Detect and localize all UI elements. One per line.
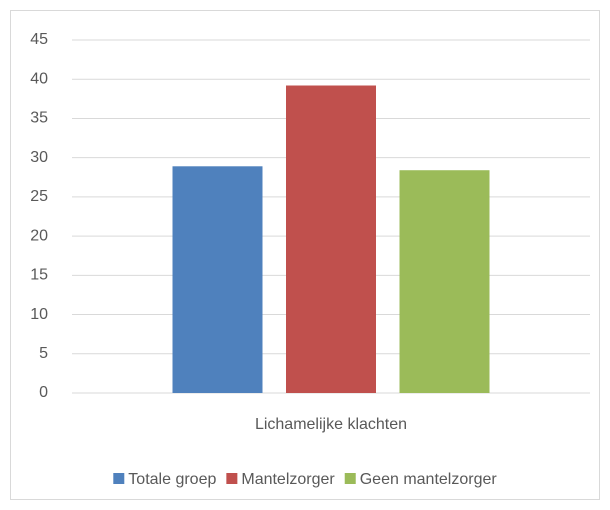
legend-swatch [113,473,125,484]
legend-label: Mantelzorger [241,471,335,488]
bar [172,166,263,393]
y-tick-label: 5 [39,345,48,362]
x-tick-label: Lichamelijke klachten [255,416,407,433]
legend-swatch [344,473,356,484]
bar [399,170,490,393]
legend-swatch [226,473,238,484]
legend-label: Geen mantelzorger [360,471,498,488]
y-tick-label: 40 [30,70,48,87]
y-tick-label: 15 [30,267,48,284]
bar [286,85,376,394]
legend-label: Totale groep [128,471,216,488]
y-tick-label: 25 [30,188,48,205]
y-tick-label: 20 [30,227,48,244]
y-tick-label: 35 [30,110,48,127]
y-tick-label: 0 [39,384,48,401]
y-tick-label: 30 [30,149,48,166]
y-tick-label: 45 [30,31,48,48]
y-tick-label: 10 [30,306,48,323]
